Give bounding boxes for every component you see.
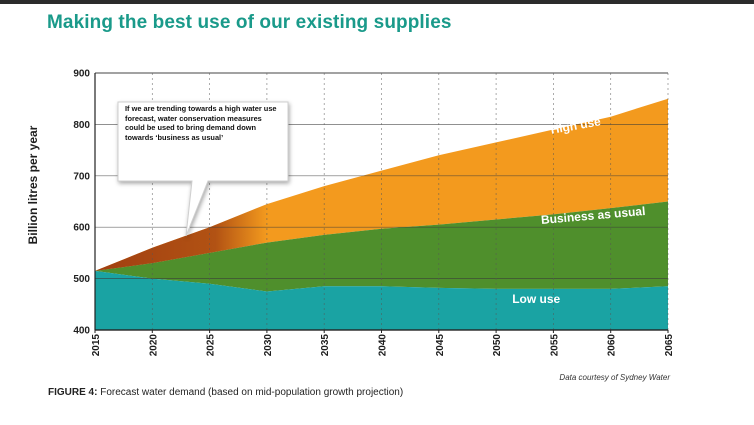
x-tick-label: 2020: [148, 334, 159, 357]
callout-bubble: [117, 101, 289, 237]
x-tick-label: 2015: [91, 334, 102, 357]
figure-label: FIGURE 4:: [48, 387, 98, 398]
data-credit: Data courtesy of Sydney Water: [559, 373, 670, 382]
x-tick-label: 2065: [664, 334, 675, 357]
x-tick-label: 2025: [206, 334, 217, 357]
y-tick-label: 900: [73, 69, 90, 80]
x-tick-label: 2045: [435, 334, 446, 357]
y-tick-label: 600: [73, 223, 90, 234]
figure-caption-text: Forecast water demand (based on mid-popu…: [100, 387, 404, 398]
series-area-low-use: [95, 270, 668, 330]
y-tick-label: 400: [73, 326, 90, 337]
trend-overlay-area: [95, 204, 267, 271]
figure-caption: FIGURE 4: Forecast water demand (based o…: [48, 387, 403, 398]
y-tick-label: 800: [73, 120, 90, 131]
top-rule: [0, 0, 754, 4]
x-tick-label: 2030: [263, 334, 274, 357]
x-tick-label: 2035: [320, 334, 331, 357]
series-label: Low use: [512, 292, 560, 306]
x-tick-label: 2050: [492, 334, 503, 357]
x-tick-label: 2055: [549, 334, 560, 357]
page-title: Making the best use of our existing supp…: [47, 12, 452, 33]
callout-text: If we are trending towards a high water …: [125, 104, 277, 142]
x-tick-label: 2060: [607, 334, 618, 357]
series-area-business-as-usual: [95, 201, 668, 292]
y-tick-label: 500: [73, 274, 90, 285]
y-tick-label: 700: [73, 171, 90, 182]
x-tick-label: 2040: [378, 334, 389, 357]
